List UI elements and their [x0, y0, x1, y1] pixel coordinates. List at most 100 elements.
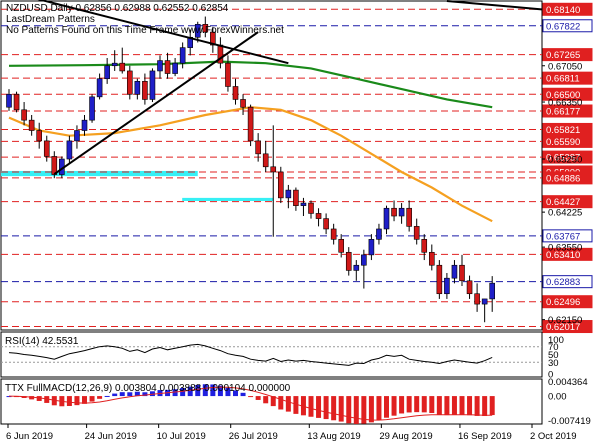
- candle-body-up: [481, 298, 488, 305]
- time-tick-label-1: 24 Jun 2019: [85, 431, 137, 442]
- macd-bar: [338, 396, 344, 422]
- macd-bar: [142, 392, 148, 397]
- candle: [466, 275, 473, 299]
- macd-bar: [210, 384, 216, 397]
- candle-body-down: [36, 130, 43, 142]
- macd-bar: [459, 396, 465, 415]
- macd-tick-label-0: 0.004364: [548, 377, 588, 388]
- candle-body-up: [398, 207, 405, 217]
- candle-body-down: [240, 99, 246, 108]
- trendline-1: [53, 31, 259, 175]
- candle-body-down: [323, 218, 329, 230]
- candle-body-up: [74, 130, 80, 142]
- time-tick-label-5: 29 Aug 2019: [379, 431, 432, 442]
- candle-body-up: [353, 264, 360, 271]
- macd-bar: [29, 396, 35, 400]
- candle-body-down: [232, 86, 239, 100]
- macd-bar: [97, 396, 103, 399]
- candle-body-down: [421, 239, 428, 253]
- candle-body-up: [361, 254, 367, 266]
- header-line-3: No Patterns Found on this Time Frame www…: [6, 25, 284, 36]
- level-label-2: 0.67265: [546, 50, 580, 61]
- level-tag-14: [542, 275, 593, 289]
- macd-bar: [316, 396, 322, 418]
- macd-bar: [119, 392, 125, 397]
- candle-body-up: [285, 189, 292, 199]
- candle-body-down: [436, 264, 443, 295]
- candle: [368, 234, 375, 261]
- level-label-16: 0.62017: [546, 322, 580, 333]
- macd-bar: [202, 384, 208, 397]
- macd-bar: [187, 386, 193, 397]
- candle: [202, 16, 209, 38]
- macd-tick-label-2: -0.007419: [548, 416, 591, 427]
- time-axis: 6 Jun 2019 24 Jun 2019 10 Jul 2019 26 Jul 2…: [6, 424, 576, 442]
- candle-body-down: [142, 81, 148, 100]
- macd-bar: [225, 387, 231, 397]
- candle: [43, 135, 50, 162]
- candle-body-up: [300, 202, 307, 206]
- candle-body-down: [247, 106, 254, 142]
- candle: [451, 260, 458, 284]
- level-label-15: 0.62496: [546, 297, 580, 308]
- candle-body-down: [225, 62, 231, 87]
- level-tag-16: [542, 320, 593, 334]
- candle-body-up: [194, 24, 201, 38]
- candle: [104, 57, 110, 84]
- price-tick-label-0: 0.67050: [548, 61, 582, 72]
- candle: [127, 65, 133, 100]
- level-label-0: 0.68140: [546, 5, 580, 16]
- candle-body-down: [51, 156, 58, 175]
- candle-body-down: [474, 293, 480, 305]
- level-label-10: 0.64886: [546, 173, 580, 184]
- macd-bar: [285, 396, 291, 412]
- candle: [119, 47, 126, 74]
- macd-bar: [112, 393, 118, 397]
- level-tag-10: [542, 171, 593, 185]
- candle-body-up: [6, 93, 12, 108]
- price-tick-label-2: 0.65250: [548, 155, 582, 166]
- macd-bar: [482, 396, 488, 417]
- candle: [361, 249, 367, 289]
- candle: [74, 125, 80, 149]
- candle: [413, 218, 420, 245]
- candle-body-up: [96, 78, 103, 98]
- candle: [6, 89, 12, 111]
- candles: [6, 16, 496, 323]
- candle: [157, 55, 163, 79]
- candle: [255, 133, 261, 162]
- level-tag-3: [542, 71, 593, 85]
- candle: [164, 52, 171, 79]
- candle: [474, 283, 480, 312]
- candle-body-up: [179, 47, 186, 64]
- candle: [436, 260, 443, 299]
- macd-bar: [127, 392, 133, 397]
- candle: [285, 184, 292, 209]
- macd-bar: [149, 391, 155, 397]
- price-tick-label-5: 0.62150: [548, 315, 582, 326]
- level-label-1: 0.67822: [546, 21, 580, 32]
- candle: [247, 104, 254, 147]
- candle-body-up: [368, 239, 375, 256]
- time-tick-label-3: 26 Jul 2019: [229, 431, 278, 442]
- candle-body-down: [459, 264, 465, 282]
- macd-bar: [278, 396, 284, 410]
- candle: [406, 200, 412, 232]
- macd-bar: [255, 396, 261, 400]
- candle-body-up: [111, 62, 118, 67]
- candle-body-down: [164, 60, 171, 74]
- level-tag-7: [542, 134, 593, 148]
- candle: [338, 234, 345, 258]
- candle: [225, 55, 231, 92]
- trendlines: [37, 0, 553, 175]
- level-tag-11: [542, 195, 593, 209]
- candle: [428, 244, 435, 271]
- support-zone-0: [1, 170, 198, 177]
- level-tag-15: [542, 295, 593, 309]
- level-tag-12: [542, 229, 593, 243]
- macd-bar: [44, 396, 50, 403]
- macd-bar: [323, 396, 329, 420]
- candle-body-down: [127, 70, 133, 95]
- candle-body-down: [255, 140, 261, 155]
- macd-bar: [308, 396, 314, 417]
